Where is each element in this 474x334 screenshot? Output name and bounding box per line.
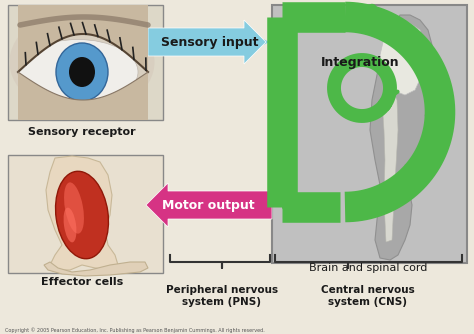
Text: Motor output: Motor output <box>162 198 255 211</box>
Polygon shape <box>380 22 425 95</box>
Polygon shape <box>370 15 435 260</box>
Ellipse shape <box>55 171 109 259</box>
Polygon shape <box>382 92 398 242</box>
FancyBboxPatch shape <box>8 155 163 273</box>
FancyArrow shape <box>146 183 272 227</box>
Text: Copyright © 2005 Pearson Education, Inc. Publishing as Pearson Benjamin Cummings: Copyright © 2005 Pearson Education, Inc.… <box>5 327 265 333</box>
Ellipse shape <box>64 208 76 242</box>
Ellipse shape <box>56 43 108 101</box>
Polygon shape <box>44 262 148 276</box>
Text: Integration: Integration <box>321 55 399 68</box>
Ellipse shape <box>18 39 138 105</box>
Ellipse shape <box>9 9 155 115</box>
Polygon shape <box>430 108 443 136</box>
Text: Effector cells: Effector cells <box>41 277 123 287</box>
Text: Brain and spinal cord: Brain and spinal cord <box>309 263 427 273</box>
Text: Central nervous
system (CNS): Central nervous system (CNS) <box>321 285 415 307</box>
FancyBboxPatch shape <box>8 5 163 120</box>
Text: Sensory receptor: Sensory receptor <box>28 127 136 137</box>
Text: Peripheral nervous
system (PNS): Peripheral nervous system (PNS) <box>166 285 278 307</box>
Polygon shape <box>46 156 118 270</box>
FancyArrow shape <box>148 20 266 64</box>
Ellipse shape <box>64 182 84 234</box>
Ellipse shape <box>69 57 95 87</box>
Text: Sensory input: Sensory input <box>161 35 259 48</box>
FancyBboxPatch shape <box>272 5 467 263</box>
